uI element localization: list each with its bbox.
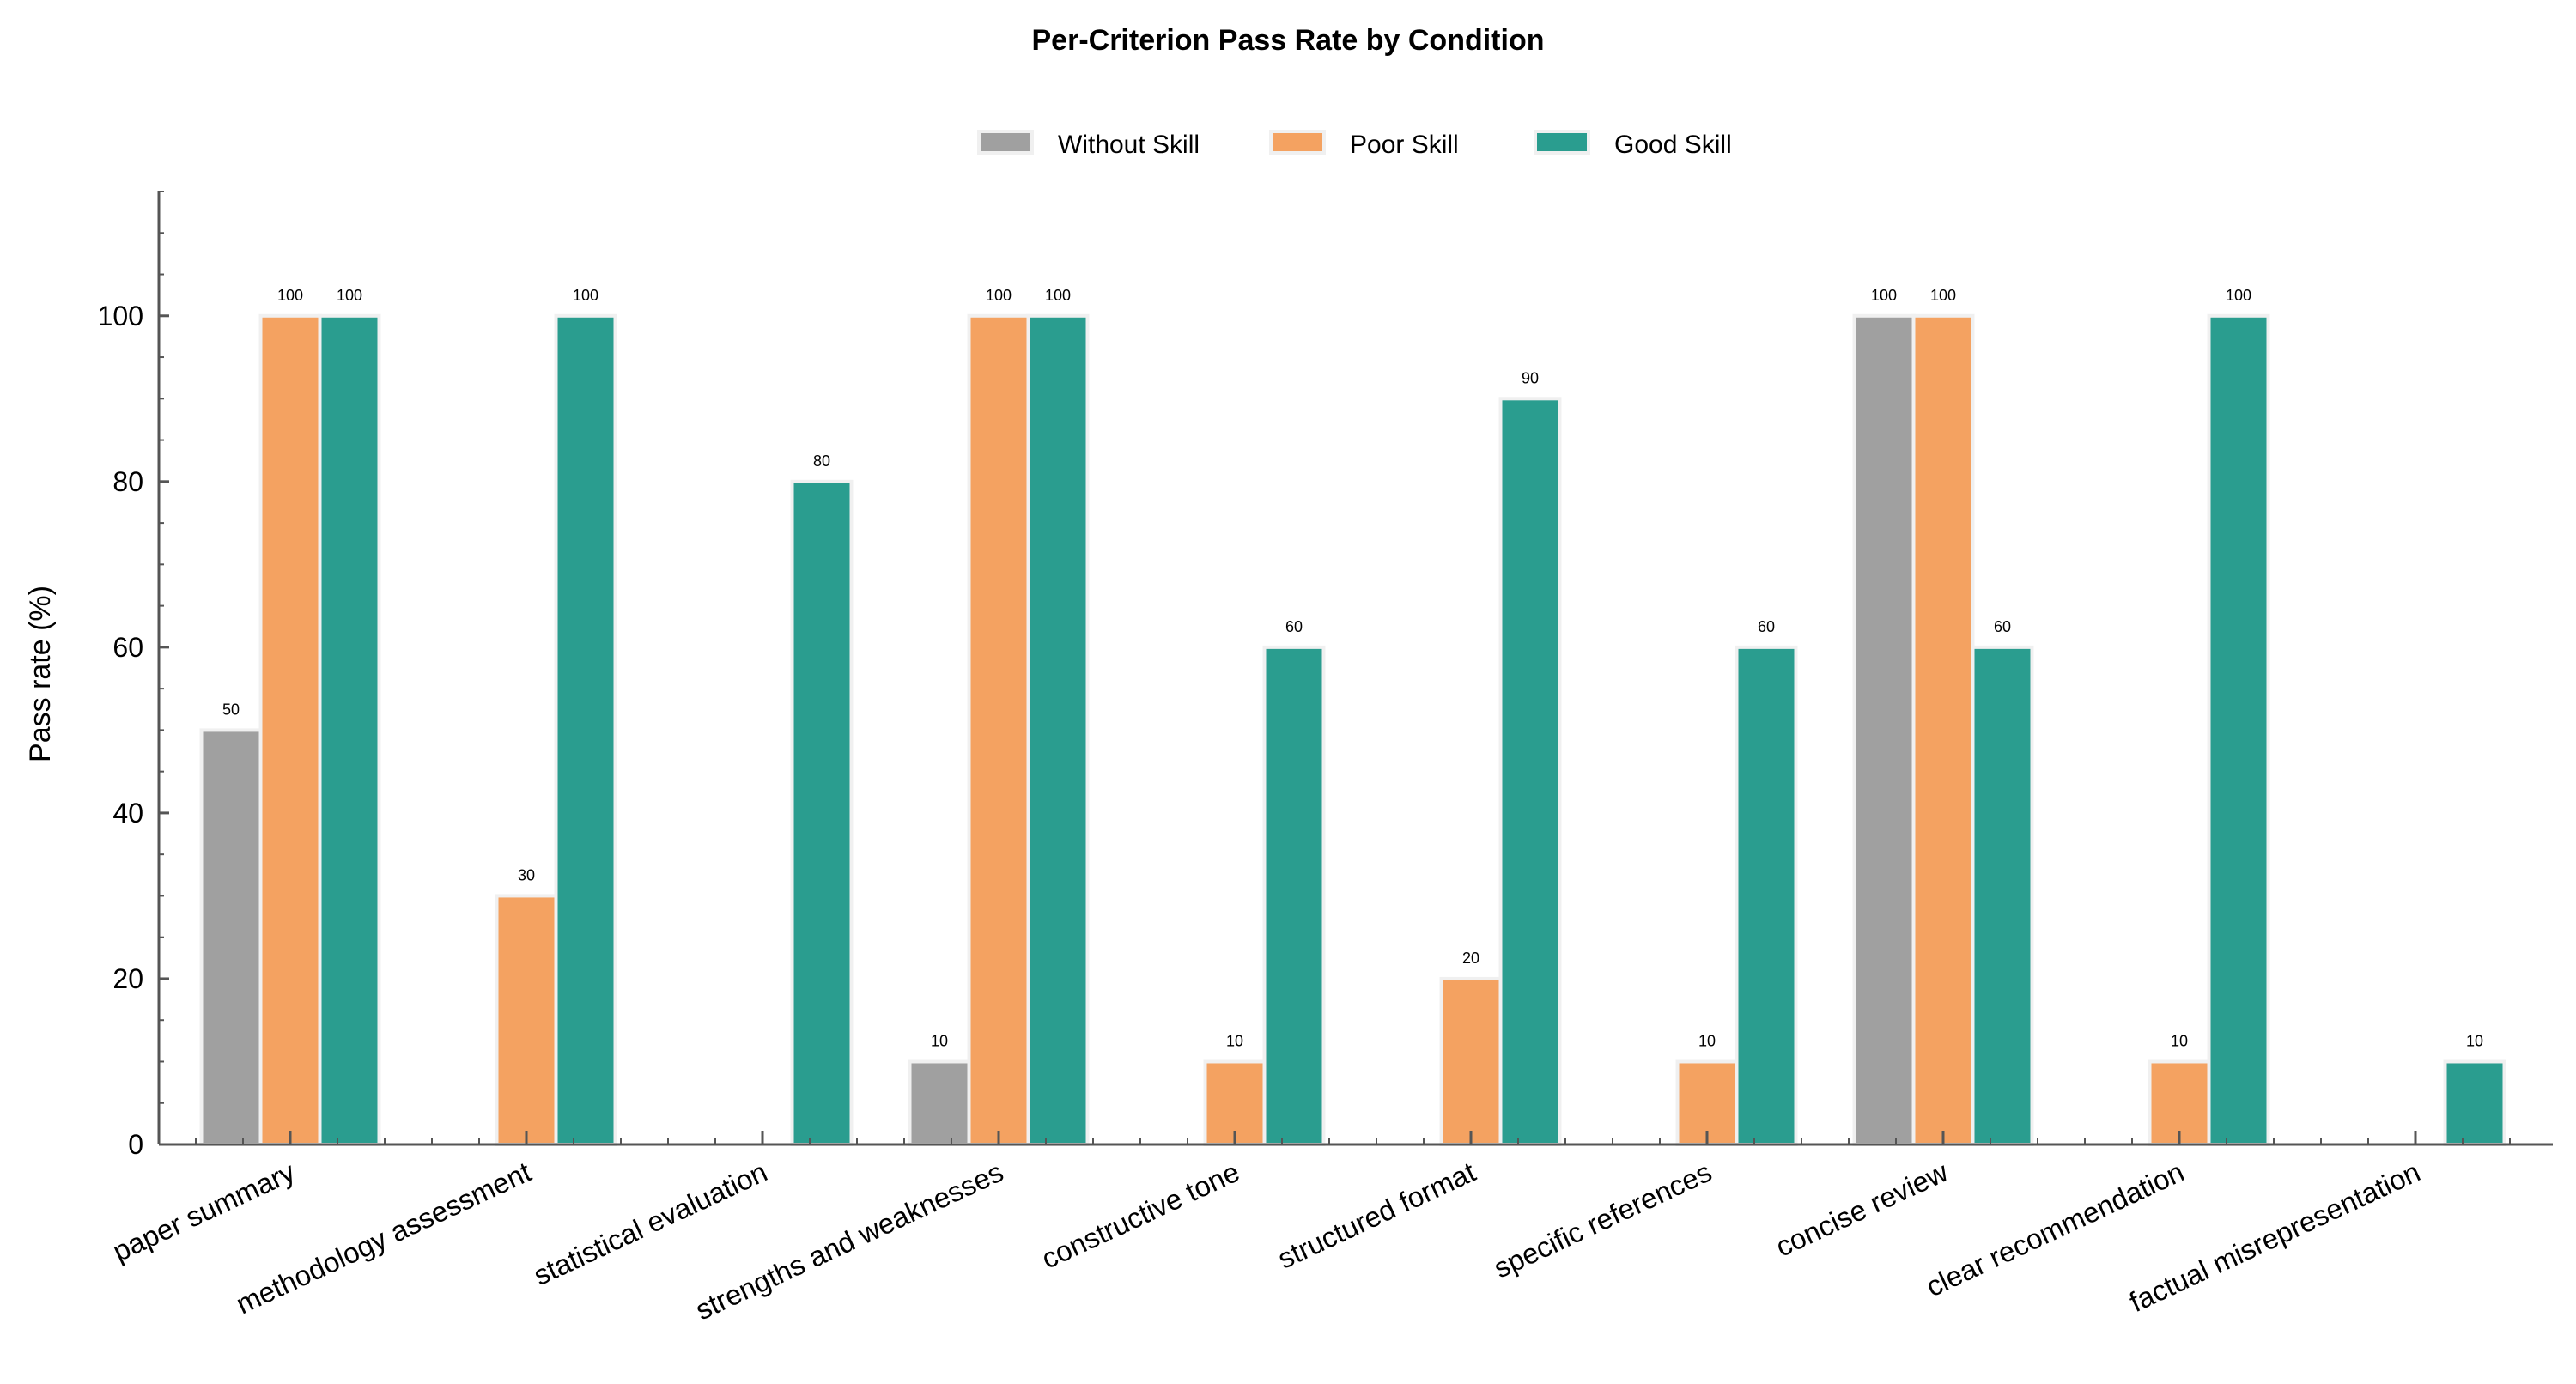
x-tick-label: statistical evaluation xyxy=(529,1156,772,1291)
data-label: 10 xyxy=(931,1032,948,1049)
chart-title: Per-Criterion Pass Rate by Condition xyxy=(1032,24,1545,57)
bar xyxy=(1498,397,1562,1147)
data-label: 80 xyxy=(813,452,830,470)
data-label: 20 xyxy=(1462,950,1479,967)
data-label: 100 xyxy=(277,287,303,304)
bars xyxy=(199,313,2506,1147)
legend-swatch xyxy=(1534,130,1590,155)
bar xyxy=(2207,313,2270,1147)
data-label: 100 xyxy=(1045,287,1071,304)
bar xyxy=(790,479,854,1146)
x-tick-label: structured format xyxy=(1273,1156,1480,1275)
data-label: 10 xyxy=(1226,1032,1243,1049)
y-tick-label: 80 xyxy=(112,466,143,497)
bar xyxy=(199,728,263,1146)
bar xyxy=(1911,313,1975,1147)
bar xyxy=(908,1059,971,1147)
bar xyxy=(1439,976,1503,1147)
data-label: 60 xyxy=(1994,618,2011,635)
data-label: 10 xyxy=(1698,1032,1716,1049)
legend-item: Poor Skill xyxy=(1269,130,1459,159)
data-label: 100 xyxy=(2226,287,2251,304)
legend-swatch xyxy=(977,130,1034,155)
y-tick-label: 100 xyxy=(98,300,143,331)
x-tick-label: paper summary xyxy=(108,1156,301,1268)
data-label: 100 xyxy=(986,287,1012,304)
bar xyxy=(1735,645,1798,1146)
y-tick-label: 20 xyxy=(112,963,143,994)
bar xyxy=(258,313,322,1147)
bar xyxy=(318,313,381,1147)
y-tick-label: 0 xyxy=(128,1129,143,1160)
data-label: 10 xyxy=(2466,1032,2483,1049)
data-label: 100 xyxy=(1871,287,1897,304)
bar xyxy=(495,894,558,1147)
data-label: 100 xyxy=(573,287,598,304)
data-label: 10 xyxy=(2171,1032,2188,1049)
x-tick-label: concise review xyxy=(1771,1156,1953,1263)
y-axis-label: Pass rate (%) xyxy=(24,586,57,762)
data-label: 90 xyxy=(1522,369,1539,386)
legend-item: Without Skill xyxy=(977,130,1200,159)
y-tick-label: 40 xyxy=(112,798,143,829)
bar xyxy=(2443,1059,2506,1147)
data-labels: 50 10 100 100 30 100 10 20 10 100 10 100 100 80 100 60 9… xyxy=(222,287,2483,1050)
legend-item: Good Skill xyxy=(1534,130,1732,159)
y-tick-label: 60 xyxy=(112,632,143,663)
data-label: 100 xyxy=(1930,287,1956,304)
bar xyxy=(1971,645,2034,1146)
x-tick-label: specific references xyxy=(1489,1156,1716,1284)
data-label: 30 xyxy=(518,866,535,883)
bar xyxy=(1262,645,1326,1146)
bar xyxy=(554,313,617,1147)
legend-label: Without Skill xyxy=(1058,131,1200,159)
legend-label: Good Skill xyxy=(1614,131,1732,159)
bar xyxy=(1026,313,1090,1147)
bar xyxy=(1852,313,1916,1147)
data-label: 60 xyxy=(1758,618,1775,635)
x-tick-label: constructive tone xyxy=(1036,1156,1244,1275)
data-label: 50 xyxy=(222,701,240,718)
data-label: 60 xyxy=(1285,618,1303,635)
legend-label: Poor Skill xyxy=(1350,131,1459,159)
data-label: 100 xyxy=(337,287,362,304)
legend-swatch xyxy=(1269,130,1326,155)
bar xyxy=(967,313,1030,1147)
legend: Without Skill Poor Skill Good Skill xyxy=(977,130,1732,159)
